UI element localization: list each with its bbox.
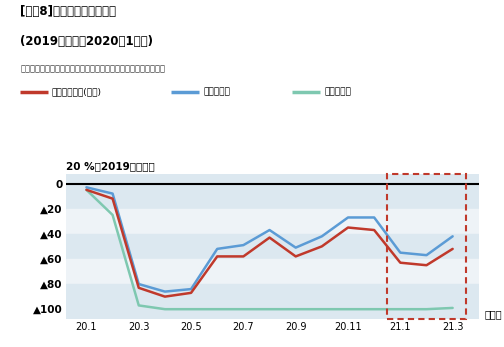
Bar: [66, 234, 479, 259]
Bar: [66, 309, 479, 319]
Bar: [66, 184, 479, 209]
Bar: [66, 284, 479, 309]
Text: 出所：「宿泊旅行統計調査」をもとにニッセイ基礎研究所が作成: 出所：「宿泊旅行統計調査」をもとにニッセイ基礎研究所が作成: [20, 64, 165, 73]
Text: 年・月: 年・月: [484, 309, 501, 319]
Text: 延べ宿泊者数(全体): 延べ宿泊者数(全体): [52, 87, 102, 96]
Text: 20 %（2019年対比）: 20 %（2019年対比）: [66, 161, 154, 171]
Text: [図袆8]延べ宿泊者数の推移: [図袆8]延べ宿泊者数の推移: [20, 5, 116, 18]
Text: うち外国人: うち外国人: [324, 87, 351, 96]
Bar: [387, 174, 466, 319]
Bar: [66, 209, 479, 234]
Text: うち日本人: うち日本人: [203, 87, 230, 96]
Bar: [66, 259, 479, 284]
Text: (2019年対比、2020年1月～): (2019年対比、2020年1月～): [20, 35, 153, 48]
